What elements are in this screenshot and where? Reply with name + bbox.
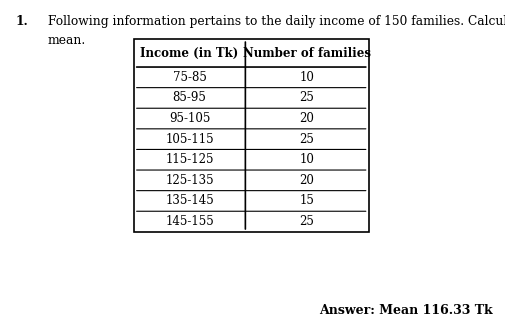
Text: 135-145: 135-145: [165, 195, 214, 207]
Text: 125-135: 125-135: [165, 174, 214, 187]
Text: 115-125: 115-125: [165, 153, 214, 166]
Text: 105-115: 105-115: [165, 133, 214, 146]
Text: 25: 25: [299, 215, 315, 228]
Text: 10: 10: [299, 71, 315, 84]
Text: Income (in Tk): Income (in Tk): [140, 47, 239, 60]
Text: Answer: Mean 116.33 Tk: Answer: Mean 116.33 Tk: [319, 304, 492, 317]
Text: 85-95: 85-95: [173, 92, 207, 104]
Text: 10: 10: [299, 153, 315, 166]
Text: 1.: 1.: [15, 15, 28, 28]
Text: 75-85: 75-85: [173, 71, 207, 84]
Text: 145-155: 145-155: [165, 215, 214, 228]
Text: 25: 25: [299, 92, 315, 104]
Text: 20: 20: [299, 174, 315, 187]
Text: 15: 15: [299, 195, 315, 207]
Text: Following information pertains to the daily income of 150 families. Calculate th: Following information pertains to the da…: [48, 15, 505, 47]
Text: Number of families: Number of families: [243, 47, 371, 60]
Text: 20: 20: [299, 112, 315, 125]
Text: 25: 25: [299, 133, 315, 146]
Text: 95-105: 95-105: [169, 112, 210, 125]
